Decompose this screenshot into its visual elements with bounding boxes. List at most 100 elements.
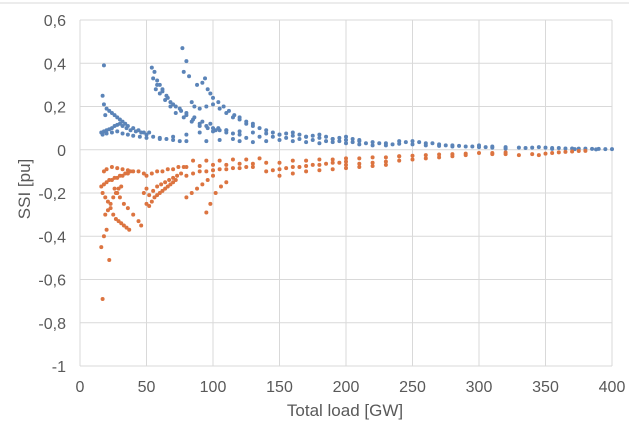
negative-point xyxy=(197,169,202,174)
positive-point xyxy=(197,130,202,135)
x-tick-label: 150 xyxy=(266,379,293,396)
positive-point xyxy=(104,131,109,136)
negative-point xyxy=(149,171,154,176)
negative-point xyxy=(477,150,481,155)
x-axis-title: Total load [GW] xyxy=(287,401,403,420)
positive-point xyxy=(157,91,162,96)
positive-point xyxy=(208,91,213,96)
x-tick-label: 300 xyxy=(466,379,493,396)
positive-point xyxy=(310,133,315,138)
positive-point xyxy=(100,93,105,98)
positive-point xyxy=(147,130,152,135)
negative-point xyxy=(144,201,149,206)
x-axis-tick-labels: 0 50 100 150 200 250 300 350 400 xyxy=(76,379,626,396)
negative-point xyxy=(108,206,113,211)
negative-point xyxy=(184,165,189,170)
negative-point xyxy=(423,153,428,158)
positive-point xyxy=(128,128,133,133)
negative-point xyxy=(125,171,130,176)
negative-point xyxy=(125,168,130,173)
positive-point xyxy=(543,145,548,150)
negative-point xyxy=(109,165,114,170)
negative-point xyxy=(144,186,149,191)
negative-point xyxy=(112,186,117,191)
x-tick-label: 100 xyxy=(200,379,227,396)
negative-point xyxy=(317,168,322,173)
negative-point xyxy=(516,153,521,158)
positive-point xyxy=(337,139,342,144)
negative-point xyxy=(563,149,568,154)
positive-point xyxy=(437,142,442,147)
positive-point xyxy=(226,108,231,113)
positive-point xyxy=(101,63,106,68)
negative-point xyxy=(211,173,215,178)
negative-point xyxy=(211,168,215,173)
positive-point xyxy=(230,115,235,120)
positive-point xyxy=(217,138,222,143)
x-tick-label: 400 xyxy=(599,379,626,396)
negative-point xyxy=(191,158,196,163)
positive-point xyxy=(124,126,129,131)
negative-point xyxy=(437,155,442,160)
positive-point xyxy=(523,146,528,151)
negative-point xyxy=(383,159,388,164)
negative-point xyxy=(370,155,375,160)
negative-point xyxy=(357,156,362,161)
negative-point xyxy=(163,180,168,185)
negative-point xyxy=(191,171,196,176)
negative-point xyxy=(576,149,581,154)
negative-point xyxy=(131,169,136,174)
positive-point xyxy=(470,144,475,149)
positive-point xyxy=(563,146,568,151)
positive-point xyxy=(117,117,122,122)
negative-point xyxy=(141,191,146,195)
negative-point xyxy=(99,184,104,189)
negative-point xyxy=(397,154,402,159)
negative-point xyxy=(213,191,218,195)
positive-point xyxy=(450,143,455,148)
positive-point xyxy=(173,104,178,109)
positive-point xyxy=(155,82,160,87)
negative-point xyxy=(397,158,402,163)
positive-point xyxy=(171,134,176,139)
positive-point xyxy=(192,104,197,109)
gridlines xyxy=(79,19,613,367)
negative-point xyxy=(139,223,144,228)
positive-point xyxy=(192,115,197,120)
negative-point xyxy=(217,158,222,163)
positive-point xyxy=(264,139,269,144)
positive-point xyxy=(200,80,205,85)
negative-point xyxy=(410,157,415,162)
positive-point xyxy=(250,130,255,135)
positive-point xyxy=(317,135,322,140)
negative-point xyxy=(121,201,126,206)
negative-point xyxy=(120,167,125,172)
negative-point xyxy=(160,169,165,174)
y-tick-label: -0,8 xyxy=(38,316,66,333)
positive-point xyxy=(139,130,144,135)
negative-point xyxy=(317,157,322,162)
negative-point xyxy=(211,162,215,167)
positive-point xyxy=(317,141,322,146)
negative-point xyxy=(151,188,156,193)
positive-point xyxy=(204,139,209,144)
positive-point xyxy=(168,104,173,109)
positive-point xyxy=(109,110,114,115)
negative-point xyxy=(115,191,120,195)
positive-point xyxy=(304,140,309,145)
positive-point xyxy=(297,132,302,137)
negative-point xyxy=(159,182,164,187)
negative-point xyxy=(556,150,561,155)
x-tick-label: 0 xyxy=(76,379,85,396)
positive-point xyxy=(410,142,415,147)
negative-point xyxy=(536,153,541,158)
negative-point xyxy=(324,161,329,166)
negative-point xyxy=(165,184,170,189)
positive-point xyxy=(157,136,162,141)
positive-point xyxy=(550,146,555,151)
negative-point xyxy=(344,162,348,167)
positive-point xyxy=(284,131,289,136)
positive-point xyxy=(211,102,215,107)
positive-point xyxy=(164,136,169,141)
positive-point xyxy=(277,132,282,137)
